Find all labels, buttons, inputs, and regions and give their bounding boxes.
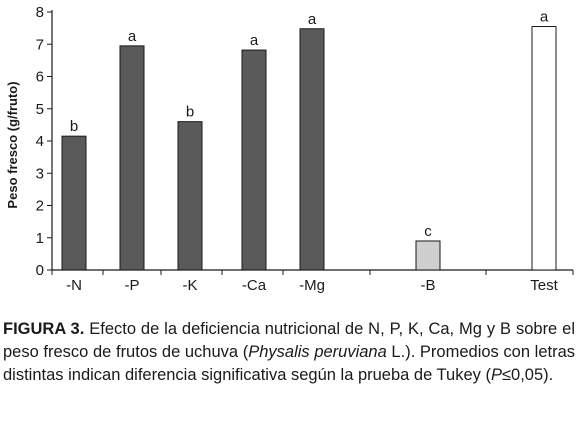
caption-species: Physalis peruviana <box>248 343 387 361</box>
caption-text-2: L.). Promedios con letras distintas indi… <box>3 343 576 384</box>
y-tick-label: 8 <box>36 4 44 21</box>
caption-p-symbol: P <box>490 366 502 384</box>
figure-caption: FIGURA 3. Efecto de la deficiencia nutri… <box>3 318 575 387</box>
significance-label: a <box>250 32 259 49</box>
x-tick-label: Test <box>530 277 558 294</box>
significance-label: a <box>308 11 317 28</box>
x-tick-label: -N <box>66 277 82 294</box>
chart-bars <box>61 26 557 271</box>
x-tick-label: -Ca <box>242 277 267 294</box>
chart-labels: 0 1 2 3 4 5 6 7 8 b -N a -P b -K a -Ca a -Mg c -B a Test Peso f… <box>5 4 559 294</box>
y-tick-label: 3 <box>36 165 44 182</box>
significance-label: b <box>70 118 78 135</box>
bar-n <box>61 135 87 271</box>
significance-label: a <box>128 28 137 45</box>
significance-label: b <box>186 104 194 121</box>
y-tick-label: 4 <box>36 133 44 150</box>
bar-mg <box>299 28 325 271</box>
y-tick-label: 1 <box>36 230 44 247</box>
bar-ca <box>241 49 267 271</box>
significance-label: a <box>540 9 549 26</box>
significance-label: c <box>424 223 432 240</box>
x-tick-label: -K <box>183 277 198 294</box>
x-tick-label: -P <box>125 277 140 294</box>
bar-k <box>177 121 203 271</box>
bar-p <box>119 45 145 271</box>
y-tick-label: 2 <box>36 198 44 215</box>
y-axis-title: Peso fresco (g/fruto) <box>5 81 20 208</box>
y-tick-label: 5 <box>36 101 44 118</box>
bar-b <box>415 240 441 271</box>
x-tick-label: -B <box>421 277 436 294</box>
caption-text-1: Efecto de la deficiencia nutricional de … <box>3 320 575 361</box>
x-tick-label: -Mg <box>299 277 325 294</box>
bar-chart: 0 1 2 3 4 5 6 7 8 b -N a -P b -K a -Ca a -Mg c -B a Test Peso f… <box>5 4 574 294</box>
caption-text-3: ≤0,05). <box>501 366 554 384</box>
y-tick-label: 7 <box>36 36 44 53</box>
y-tick-label: 6 <box>36 69 44 86</box>
bar-test <box>531 26 557 271</box>
y-tick-label: 0 <box>36 262 44 279</box>
figure-label: FIGURA 3. <box>3 320 85 338</box>
